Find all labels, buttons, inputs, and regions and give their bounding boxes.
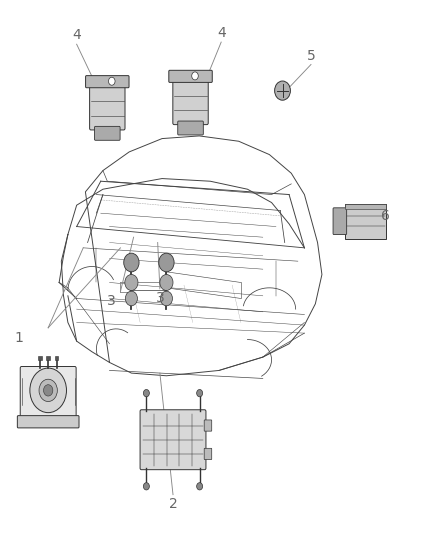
Circle shape: [39, 379, 57, 401]
Bar: [46, 356, 50, 360]
Circle shape: [109, 77, 115, 85]
Circle shape: [43, 385, 53, 396]
FancyBboxPatch shape: [204, 448, 212, 459]
Circle shape: [143, 483, 149, 490]
Text: 4: 4: [72, 28, 81, 42]
Circle shape: [124, 253, 139, 272]
FancyBboxPatch shape: [346, 204, 386, 209]
Circle shape: [125, 274, 138, 290]
FancyBboxPatch shape: [178, 121, 203, 135]
Bar: [54, 356, 59, 360]
Circle shape: [275, 81, 290, 100]
Circle shape: [197, 390, 203, 397]
Text: 5: 5: [307, 49, 315, 63]
Text: 2: 2: [169, 497, 177, 511]
FancyBboxPatch shape: [20, 367, 76, 424]
FancyBboxPatch shape: [204, 420, 212, 431]
FancyBboxPatch shape: [346, 204, 386, 239]
FancyBboxPatch shape: [85, 76, 129, 88]
Bar: [38, 356, 42, 360]
Circle shape: [30, 368, 67, 413]
FancyBboxPatch shape: [169, 70, 212, 83]
Text: 6: 6: [381, 209, 390, 223]
FancyBboxPatch shape: [333, 208, 346, 235]
Circle shape: [192, 72, 198, 80]
FancyBboxPatch shape: [18, 416, 79, 428]
FancyBboxPatch shape: [140, 410, 206, 470]
Circle shape: [160, 274, 173, 290]
Text: 1: 1: [14, 332, 23, 345]
Text: 3: 3: [107, 294, 116, 308]
FancyBboxPatch shape: [90, 83, 125, 130]
Circle shape: [160, 291, 173, 306]
FancyBboxPatch shape: [173, 78, 208, 125]
Text: 4: 4: [217, 26, 226, 40]
Circle shape: [143, 390, 149, 397]
Circle shape: [159, 253, 174, 272]
FancyBboxPatch shape: [95, 126, 120, 140]
Circle shape: [125, 291, 138, 306]
Text: 3: 3: [155, 292, 164, 305]
Circle shape: [197, 483, 203, 490]
